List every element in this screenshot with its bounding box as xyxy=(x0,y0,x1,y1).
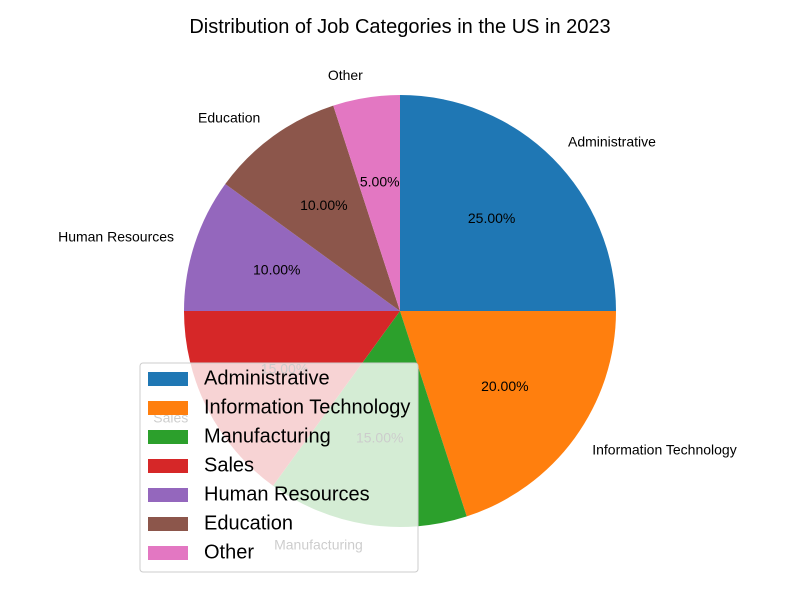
slice-label-human-resources: Human Resources xyxy=(58,228,174,244)
slice-label-information-technology: Information Technology xyxy=(592,441,737,457)
legend-swatch-human-resources xyxy=(148,488,188,502)
pie-slice-information-technology xyxy=(400,311,616,517)
legend-swatch-manufacturing xyxy=(148,430,188,444)
pct-label-education: 10.00% xyxy=(300,197,347,213)
slice-label-administrative: Administrative xyxy=(568,134,656,150)
pct-label-human-resources: 10.00% xyxy=(253,262,300,278)
legend-label-sales: Sales xyxy=(204,454,254,476)
legend-label-education: Education xyxy=(204,512,293,534)
pct-label-information-technology: 20.00% xyxy=(481,378,528,394)
legend-swatch-administrative xyxy=(148,372,188,386)
legend-box xyxy=(139,362,419,573)
legend-label-administrative: Administrative xyxy=(204,367,330,389)
slice-label-other: Other xyxy=(328,67,363,83)
pie-slice-other xyxy=(333,95,400,311)
pie-slice-administrative xyxy=(400,95,616,311)
legend-swatch-information-technology xyxy=(148,401,188,415)
legend-label-manufacturing: Manufacturing xyxy=(204,425,331,447)
legend-swatch-education xyxy=(148,517,188,531)
legend: Administrative Information Technology Manu… xyxy=(139,362,419,573)
legend-swatch-sales xyxy=(148,459,188,473)
chart-title: Distribution of Job Categories in the US… xyxy=(189,16,610,38)
slice-label-education: Education xyxy=(198,109,260,125)
pie-slice-human-resources xyxy=(184,184,400,311)
legend-label-information-technology: Information Technology xyxy=(204,396,410,418)
pct-label-administrative: 25.00% xyxy=(468,210,515,226)
legend-label-human-resources: Human Resources xyxy=(204,483,370,505)
legend-label-other: Other xyxy=(204,541,254,563)
legend-swatch-other xyxy=(148,546,188,560)
pie-slice-education xyxy=(225,105,400,311)
pct-label-other: 5.00% xyxy=(360,174,400,190)
